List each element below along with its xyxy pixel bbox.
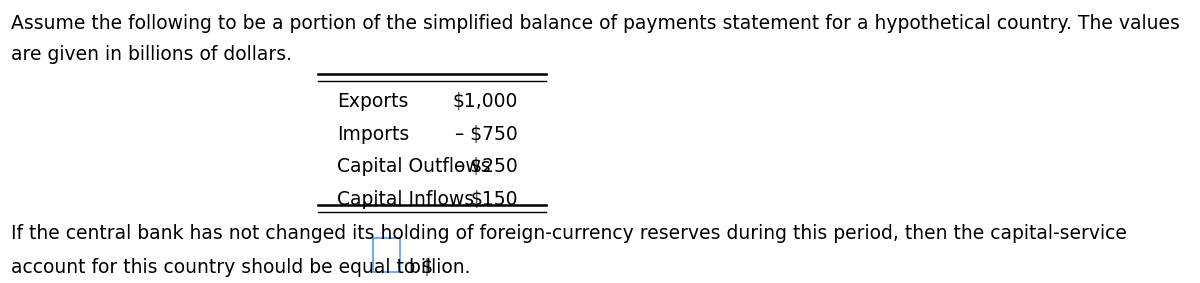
Text: Capital Inflows: Capital Inflows <box>337 190 474 209</box>
Text: account for this country should be equal to $: account for this country should be equal… <box>11 258 433 276</box>
Text: Capital Outflows: Capital Outflows <box>337 157 491 176</box>
Text: Exports: Exports <box>337 92 409 111</box>
Text: $1,000: $1,000 <box>452 92 517 111</box>
FancyBboxPatch shape <box>373 238 400 272</box>
Text: – $750: – $750 <box>455 125 517 143</box>
Text: Assume the following to be a portion of the simplified balance of payments state: Assume the following to be a portion of … <box>11 14 1181 33</box>
Text: – $250: – $250 <box>455 157 517 176</box>
Text: Imports: Imports <box>337 125 409 143</box>
Text: are given in billions of dollars.: are given in billions of dollars. <box>11 45 293 64</box>
Text: $150: $150 <box>470 190 517 209</box>
Text: If the central bank has not changed its holding of foreign-currency reserves dur: If the central bank has not changed its … <box>11 224 1127 243</box>
Text: billion.: billion. <box>403 258 470 276</box>
